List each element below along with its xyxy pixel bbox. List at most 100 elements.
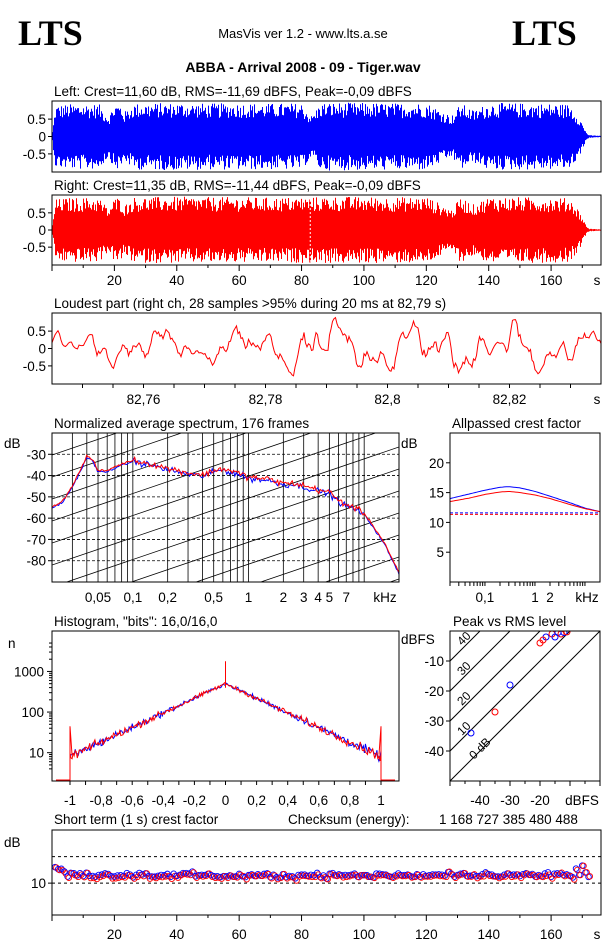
histogram-plot (56, 661, 395, 781)
spectrum-slope-line (52, 433, 118, 456)
stc-right-point (486, 872, 494, 880)
stc-right-point (62, 870, 69, 877)
loudest-part-frame (51, 312, 602, 385)
pvr-xlabel: dBFS (565, 793, 599, 808)
histogram-xtick-label: -1 (64, 793, 76, 808)
histogram-xtick-label: -0,8 (89, 793, 112, 808)
loudest-part-xtick-label: 82,8 (374, 392, 400, 407)
left-waveform-panel: Left: Crest=11,60 dB, RMS=-11,69 dBFS, P… (23, 84, 602, 173)
apc-unit: kHz (575, 590, 598, 605)
spectrum-slope-line (259, 534, 399, 582)
loudest-part-ytick-label: -0.5 (23, 359, 46, 374)
histogram-xtick-label: -0,6 (121, 793, 144, 808)
time-axis-label: 140 (477, 273, 500, 288)
apc-xtick-label: 0,1 (476, 590, 495, 605)
right-waveform-title: Right: Crest=11,35 dB, RMS=-11,44 dBFS, … (54, 178, 421, 193)
histogram-frame (51, 630, 400, 782)
stc-left-point (61, 868, 68, 875)
checksum-value: 1 168 727 385 480 488 (439, 812, 578, 827)
stc-left-point (376, 870, 383, 877)
right-waveform-panel: Right: Crest=11,35 dB, RMS=-11,44 dBFS, … (23, 178, 602, 288)
spectrum-frame (51, 432, 400, 583)
histogram-xtick-label: 0 (222, 793, 230, 808)
stc-xtick-label: 60 (232, 927, 247, 942)
histogram-left-series (69, 682, 382, 763)
pvr-ytick-label: -30 (424, 714, 444, 729)
spectrum-slope-line (52, 446, 399, 566)
spectrum-title: Normalized average spectrum, 176 frames (54, 416, 309, 431)
stc-right-point (190, 869, 197, 876)
pvr-point (539, 636, 547, 644)
left-waveform-frame (51, 100, 602, 173)
stc-left-point (466, 872, 474, 880)
stc-left-point (139, 871, 146, 878)
pvr-point (467, 729, 475, 737)
pvr-point (551, 633, 559, 641)
spectrum-slope-line (130, 490, 399, 582)
stc-left-point (407, 872, 414, 880)
apc-xtick-label: 1 (531, 590, 539, 605)
spectrum-slope-line (324, 556, 399, 582)
stc-right-point (580, 862, 587, 870)
histogram-ytick-label: 10 (29, 746, 44, 761)
stc-right-point (492, 873, 500, 880)
spectrum-ytick-label: -40 (26, 469, 46, 484)
right-waveform-signal (52, 196, 601, 263)
stc-left-point (189, 868, 196, 875)
spectrum-slope-line (52, 433, 377, 544)
spectrum-xtick-label: 0,5 (204, 590, 223, 605)
time-axis-label: 160 (540, 273, 563, 288)
time-axis-label: 20 (107, 273, 122, 288)
spectrum-xtick-label: 0,1 (123, 590, 142, 605)
right-waveform-plot: 0.5 0 -0.5 (23, 196, 601, 264)
stc-left-point (507, 871, 514, 879)
pvr-xtick-label: -40 (470, 793, 490, 808)
spectrum-ytick-label: -50 (26, 490, 46, 505)
apc-ytick-label: 15 (429, 486, 444, 501)
stc-xtick-label: 160 (540, 927, 563, 942)
app-title: MasVis ver 1.2 - www.lts.a.se (218, 26, 388, 41)
apc-ytick-label: 10 (429, 515, 444, 530)
spectrum-ytick-label: -80 (26, 554, 46, 569)
stc-right-point (545, 871, 553, 878)
allpassed-crest-frame (449, 432, 601, 583)
stc-right-point (436, 872, 444, 880)
spectrum-inner (52, 433, 399, 582)
stc-right-point (321, 874, 328, 881)
left-waveform-ytick-label: -0.5 (23, 147, 46, 162)
pvr-xtick-label: -20 (530, 793, 550, 808)
pvr-point (491, 708, 499, 716)
stc-unit: s (594, 927, 601, 942)
loudest-part-xtick-label: 82,78 (249, 392, 283, 407)
peak-vs-rms-ylabel: dBFS (401, 632, 435, 647)
loudest-part-signal (51, 316, 602, 377)
stc-left-point (373, 870, 380, 877)
stc-xtick-label: 140 (477, 927, 500, 942)
peak-vs-rms-title: Peak vs RMS level (453, 614, 566, 629)
stc-left-point (401, 871, 408, 879)
histogram-ytick-label: 100 (21, 705, 44, 720)
loudest-part-plot: 0.5 0 -0.5 (23, 316, 602, 377)
loudest-part-axis: 82,76 82,78 82,8 82,82 s (82, 384, 601, 407)
stc-right-point (539, 873, 547, 881)
stc-right-point (152, 874, 160, 882)
stc-left-point (535, 871, 542, 879)
left-waveform-ytick-label: 0.5 (27, 112, 46, 127)
stc-left-point (198, 871, 205, 879)
pvr-ytick-label: -20 (424, 684, 444, 699)
short-term-crest-panel: Short term (1 s) crest factor Checksum (… (4, 812, 602, 942)
stc-xtick-label: 100 (353, 927, 376, 942)
stc-xtick-label: 40 (169, 927, 184, 942)
stc-left-point (182, 869, 190, 877)
checksum-label: Checksum (energy): (288, 812, 410, 827)
pvr-diagonal (450, 631, 511, 692)
spectrum-panel: Normalized average spectrum, 176 frames … (4, 416, 400, 605)
spectrum-xtick-label: 5 (326, 590, 334, 605)
time-axis: 20 40 60 80 100 120 140 160 s (51, 264, 601, 288)
stc-right-point (511, 872, 519, 880)
stc-right-point (474, 874, 481, 882)
spectrum-ytick-label: -70 (26, 532, 46, 547)
pvr-diagonal-label: 20 (454, 689, 474, 709)
